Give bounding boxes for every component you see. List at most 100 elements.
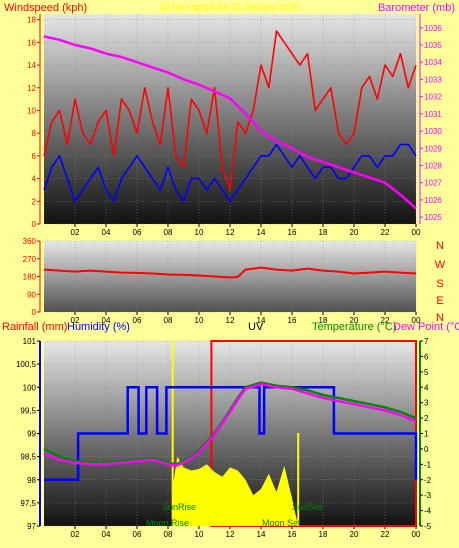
right-y-tick-label: -4: [424, 507, 432, 516]
x-tick-label: 10: [195, 228, 204, 237]
left-y-tick-label: 18: [27, 16, 36, 25]
direction-panel-series: [43, 266, 417, 279]
left-y-tick-label: 270: [23, 255, 37, 264]
x-tick-label: 20: [350, 228, 359, 237]
x-tick-label: 20: [350, 316, 359, 325]
x-tick-label: 02: [71, 228, 80, 237]
wind-panel-series: [43, 30, 417, 210]
humidity-series-line: [44, 386, 418, 482]
right-y-tick-label: 2: [424, 414, 429, 423]
uv-axis-title: UV: [248, 321, 264, 333]
left-y-tick-label: 14: [27, 61, 36, 70]
wind_avg-series-line: [43, 143, 417, 203]
left-y-tick-label: 101: [23, 337, 37, 346]
x-tick-label: 04: [102, 228, 111, 237]
left-y-tick-label: 0: [32, 308, 37, 317]
right-y-tick-label: 7: [424, 337, 429, 346]
dewpoint-series-line: [43, 382, 417, 468]
left-y-tick-label: 2: [32, 197, 37, 206]
right-y-tick-label: 1032: [424, 93, 442, 102]
right-y-tick-label: 1029: [424, 144, 442, 153]
x-tick-label: 08: [164, 228, 173, 237]
gust-series-line: [43, 30, 417, 191]
compass-label-n-bottom: N: [436, 312, 444, 324]
solar-radiation-fill: [172, 456, 299, 526]
direction-series-line: [43, 266, 417, 279]
x-tick-label: 02: [71, 316, 80, 325]
sunset-label: SunSet: [292, 502, 322, 512]
humidity-panel-axes: 9797,59898,59999,5100100,5101-5-4-3-2-10…: [16, 337, 432, 539]
x-tick-label: 04: [102, 530, 111, 539]
x-tick-label: 04: [102, 316, 111, 325]
x-tick-label: 22: [381, 530, 390, 539]
x-tick-label: 22: [381, 316, 390, 325]
right-y-tick-label: 6: [424, 352, 429, 361]
x-tick-label: 12: [226, 316, 235, 325]
x-tick-label: 00: [412, 316, 421, 325]
right-y-tick-label: 1: [424, 430, 429, 439]
x-tick-label: 16: [288, 228, 297, 237]
x-tick-label: 14: [257, 530, 266, 539]
graph-title: 24 hour graph for 21 January 2020: [160, 2, 299, 12]
right-y-tick-label: 4: [424, 383, 429, 392]
x-tick-label: 18: [319, 228, 328, 237]
x-tick-label: 00: [412, 530, 421, 539]
left-y-tick-label: 16: [27, 38, 36, 47]
direction-panel-axes: 0 90 180 270 360 02 04 06 08 10 12 14 16 18 20 22 00: [23, 237, 421, 325]
x-tick-label: 06: [133, 316, 142, 325]
x-tick-label: 20: [350, 530, 359, 539]
left-y-tick-label: 4: [32, 175, 37, 184]
left-y-tick-label: 98,5: [20, 453, 36, 462]
left-y-tick-label: 97: [27, 522, 36, 531]
x-tick-label: 06: [133, 530, 142, 539]
barometer-series-line: [43, 35, 417, 210]
humidity-panel-series: [43, 340, 418, 527]
x-tick-label: 06: [133, 228, 142, 237]
moonrise-label: Moon Rise: [146, 518, 189, 528]
right-y-tick-label: 1025: [424, 213, 442, 222]
moonset-label: Moon Set: [262, 518, 301, 528]
left-y-tick-label: 90: [27, 290, 36, 299]
left-y-tick-label: 97,5: [20, 499, 36, 508]
left-y-tick-label: 6: [32, 152, 37, 161]
x-tick-label: 16: [288, 530, 297, 539]
x-tick-label: 10: [195, 316, 204, 325]
right-y-tick-label: 1031: [424, 110, 442, 119]
left-y-tick-label: 10: [27, 106, 36, 115]
right-y-tick-label: 1028: [424, 161, 442, 170]
left-y-tick-label: 98: [27, 476, 36, 485]
left-y-tick-label: 100: [23, 383, 37, 392]
x-tick-label: 00: [412, 228, 421, 237]
right-y-tick-label: -1: [424, 460, 432, 469]
right-y-tick-label: 0: [424, 445, 429, 454]
compass-label-s: S: [436, 278, 443, 290]
left-y-tick-label: 0: [32, 220, 37, 229]
right-y-tick-label: 1027: [424, 179, 442, 188]
compass-label-w: W: [435, 259, 446, 271]
x-tick-label: 14: [257, 228, 266, 237]
barometer-axis-title: Barometer (mb): [378, 2, 455, 14]
x-tick-label: 18: [319, 530, 328, 539]
left-y-tick-label: 12: [27, 84, 36, 93]
right-y-tick-label: -5: [424, 522, 432, 531]
x-tick-label: 08: [164, 316, 173, 325]
right-y-tick-label: 1034: [424, 58, 442, 67]
temperature-axis-title: Temperature (°C): [312, 321, 396, 333]
humidity-axis-title: Humidity (%): [67, 321, 130, 333]
x-tick-label: 12: [226, 228, 235, 237]
sunrise-label: SunRise: [162, 502, 196, 512]
rainfall-axis-title: Rainfall (mm): [2, 321, 67, 333]
x-tick-label: 16: [288, 316, 297, 325]
compass-label-e: E: [436, 295, 443, 307]
x-tick-label: 22: [381, 228, 390, 237]
right-y-tick-label: -3: [424, 491, 432, 500]
dewpoint-axis-title: Dew Point (°C: [393, 321, 459, 333]
left-y-tick-label: 100,5: [16, 360, 37, 369]
right-y-tick-label: 5: [424, 368, 429, 377]
x-tick-label: 08: [164, 530, 173, 539]
x-tick-label: 14: [257, 316, 266, 325]
windspeed-axis-title: Windspeed (kph): [4, 2, 87, 14]
left-y-tick-label: 99,5: [20, 406, 36, 415]
